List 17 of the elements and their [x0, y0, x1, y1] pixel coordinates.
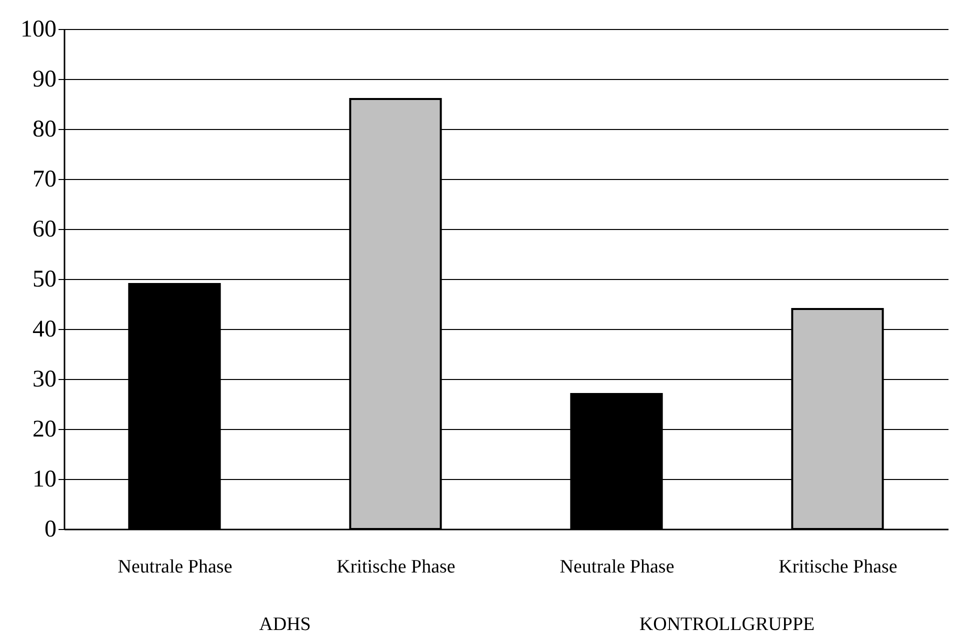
text: KONTROLLGRUPPE: [639, 614, 815, 635]
y-tick-label: 10: [32, 466, 56, 492]
y-tick-label: 30: [32, 366, 56, 392]
y-tick-label: 100: [20, 16, 56, 42]
x-tick-label: Neutrale Phase: [560, 556, 674, 578]
y-tick-label: 40: [32, 316, 56, 342]
x-tick-label: Neutrale Phase: [118, 556, 232, 578]
y-tick-label: 90: [32, 66, 56, 92]
y-tick-label: 50: [32, 266, 56, 292]
y-tick-label: 20: [32, 416, 56, 442]
y-tick-label: 60: [32, 216, 56, 242]
y-tick-label: 80: [32, 116, 56, 142]
y-tick-label: 0: [44, 516, 56, 542]
text: ADHS: [259, 614, 311, 635]
x-tick-label: Kritische Phase: [778, 556, 898, 578]
x-tick-label: Kritische Phase: [336, 556, 456, 578]
y-tick-label: 70: [32, 166, 56, 192]
